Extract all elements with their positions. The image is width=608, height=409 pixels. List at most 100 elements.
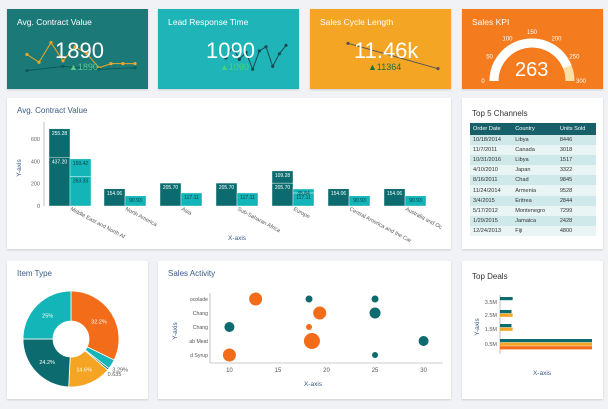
table-row: 10/18/2014 Libya 8446 (470, 135, 596, 146)
kpi-card-avg-contract: Avg. Contract Value 1890 ▲1890 (7, 9, 148, 89)
sparkline-point (25, 52, 29, 57)
avg-contract-panel: Avg. Contract Value 0 200 400 600 Y-axis X-ax… (7, 98, 451, 249)
deal-bar (500, 346, 592, 350)
bar-value-label: 117.11 (296, 195, 311, 201)
x-tick-label: 10 (226, 368, 233, 374)
x-tick-label: Europe (292, 206, 310, 220)
x-axis-title: X-axis (228, 235, 247, 242)
bar-value-label: 437.20 (52, 159, 68, 165)
bar-value-label: 205.70 (219, 185, 235, 191)
sparkline-point (109, 62, 113, 66)
sparkline-point (133, 66, 137, 70)
table-cell: 7299 (556, 205, 596, 216)
table-row: 8/16/2011 Chad 9845 (470, 175, 596, 186)
item-type-donut-chart: 32.2% 3.29%0.635 14.6% 24.2% 25% (22, 290, 128, 388)
table-cell: 11/7/2011 (470, 145, 513, 156)
kpi-title: Lead Response Time (168, 17, 249, 27)
y-tick-label: ocolade (190, 297, 208, 303)
y-tick-label: 3.5M (485, 300, 498, 306)
panel-title: Top Deals (472, 272, 508, 281)
table-row: 1/29/2015 Jamaica 2428 (470, 215, 596, 226)
table-cell: 1517 (556, 155, 596, 166)
kpi-value: 263 (515, 59, 549, 81)
donut-slice (22, 290, 72, 340)
gauge-tick-label: 200 (551, 37, 562, 43)
sparkline-point (85, 52, 89, 56)
panel-title: Sales Activity (168, 269, 216, 278)
table-row: 4/10/2010 Japan 3322 (470, 165, 596, 176)
panel-title: Item Type (17, 269, 52, 278)
bar-value-label: 90.93 (129, 198, 142, 204)
y-tick-label: 200 (31, 182, 40, 188)
table-cell: 9845 (556, 175, 596, 186)
table-cell: 2844 (556, 195, 596, 206)
deal-bar (500, 324, 512, 328)
scatter-point (313, 306, 327, 320)
sparkline-point (133, 62, 137, 66)
deal-bar (500, 297, 513, 301)
sparkline-point (121, 62, 125, 66)
bar-value-label: 255.28 (52, 131, 68, 137)
gauge-tick-label: 150 (527, 30, 538, 36)
scatter-point (372, 352, 379, 358)
table-cell: 10/31/2016 (470, 155, 513, 166)
gauge-tick-label: 250 (569, 55, 580, 61)
scatter-point (303, 333, 320, 349)
item-type-panel: Item Type 32.2% 3.29% 0.635 14.6% 24.2% 25% (7, 261, 148, 399)
sparkline-point (436, 67, 440, 71)
bar-value-label: 159.42 (73, 161, 89, 167)
y-tick-label: 400 (31, 159, 40, 165)
sparkline-point (37, 60, 41, 64)
bar-value-label: 205.70 (163, 185, 179, 191)
scatter-point (305, 295, 313, 303)
kpi-delta: ▲1890 (69, 62, 98, 72)
sparkline-point (25, 69, 29, 73)
y-tick-label: 1.5M (485, 327, 498, 333)
avg-contract-bar-chart: 0 200 400 600 Y-axis X-axis 437.20 255.28 263.33… (16, 122, 443, 244)
gauge-tick-label: 300 (576, 79, 587, 85)
table-row: 12/24/2013 Fiji 4800 (470, 225, 596, 236)
sparkline-point (49, 41, 53, 45)
table-cell: Eritrea (512, 195, 557, 206)
gauge-tick-label: 0 (481, 79, 485, 85)
table-row: 11/7/2011 Canada 3018 (470, 145, 596, 156)
bar-value-label: 117.11 (240, 195, 255, 201)
sparkline-series (225, 45, 287, 71)
donut-slice-label: 0.635 (108, 372, 122, 378)
bar-value-label: 90.93 (353, 198, 366, 204)
table-cell: Libya (512, 135, 557, 146)
sparkline-point (264, 45, 268, 49)
table-cell: 11/24/2014 (470, 185, 513, 196)
bar-light (180, 192, 203, 207)
table-header-cell: Country (512, 123, 557, 135)
scatter-point (222, 348, 236, 362)
table-cell: Chad (512, 175, 557, 186)
bar-dark (48, 128, 71, 158)
sparkline-point (284, 43, 288, 48)
x-tick-label: Australia and Oc (404, 206, 443, 231)
bar-light (69, 158, 92, 177)
x-axis-title: X-axis (304, 381, 323, 388)
sparkline-point (346, 41, 350, 45)
donut-slice-label: 3.29% (112, 368, 128, 374)
table-header-cell: Units Sold (556, 123, 596, 135)
y-tick-label: d Syrup (190, 353, 208, 359)
table-cell: 8446 (556, 135, 596, 146)
deal-bar (500, 313, 513, 317)
y-axis-title: Y-axis (16, 159, 23, 177)
sparkline-point (237, 57, 241, 62)
table-cell: 4/10/2010 (470, 165, 513, 176)
table-cell: Jamaica (512, 215, 557, 226)
kpi-delta: ▲11364 (368, 62, 402, 72)
sparkline-point (231, 45, 235, 49)
gauge-fill (489, 38, 572, 82)
sparkline-series (26, 41, 135, 69)
table-row: 10/31/2016 Libya 1517 (470, 155, 596, 166)
channels-table: Order Date Country Units Sold 10/18/2014 Li… (470, 123, 596, 236)
kpi-value: 11.46k (354, 38, 419, 63)
x-tick-label: 15 (275, 368, 282, 374)
sparkline-point (97, 67, 101, 71)
y-axis-title: Y-axis (172, 322, 179, 340)
kpi-title: Sales Cycle Length (320, 17, 394, 27)
table-cell: 2428 (556, 215, 596, 226)
